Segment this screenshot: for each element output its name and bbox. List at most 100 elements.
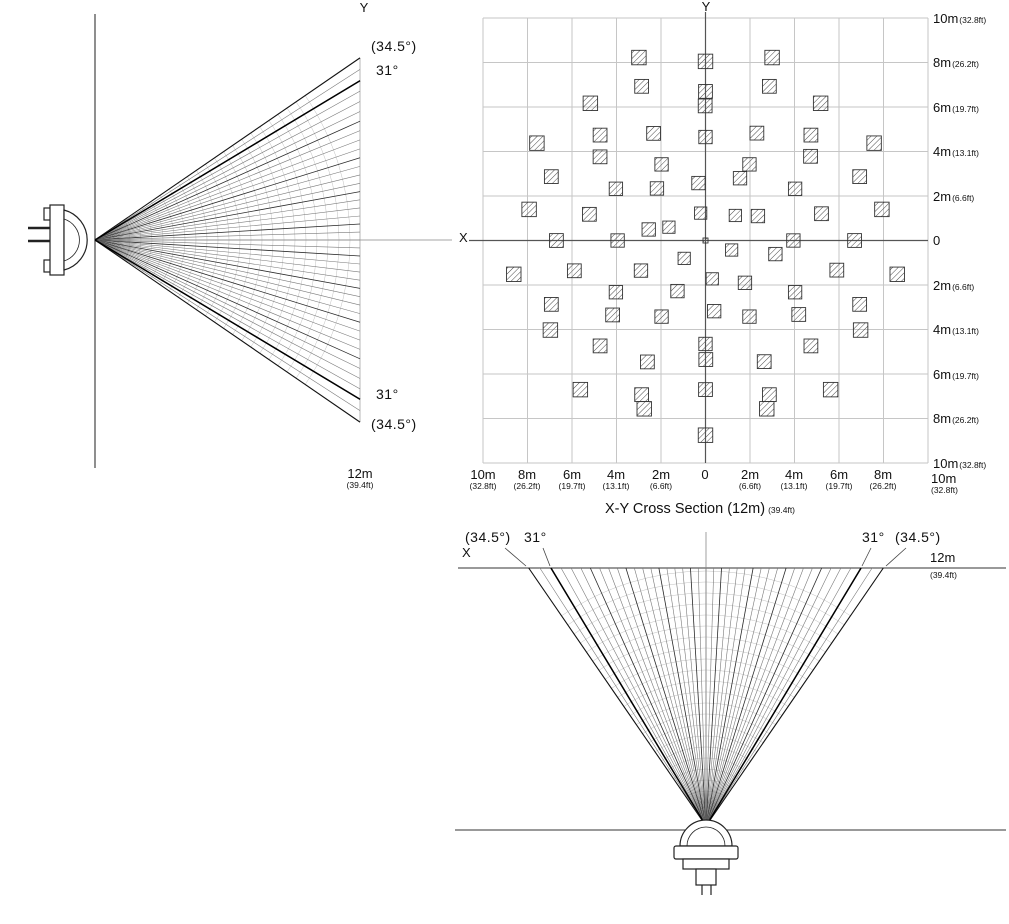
detection-zone xyxy=(803,127,819,143)
grid-right-tick: 8m (26.2ft) xyxy=(933,55,979,70)
detection-zone xyxy=(698,129,713,145)
detection-zone xyxy=(791,307,807,322)
beam-line xyxy=(697,567,707,827)
beam-line xyxy=(94,57,361,241)
beam-line xyxy=(539,567,707,827)
detection-zone xyxy=(697,53,714,70)
tick-m: 6m xyxy=(829,467,849,482)
beam-line xyxy=(705,567,722,827)
detection-zone xyxy=(698,352,714,367)
beam-line xyxy=(94,239,361,265)
detection-zone xyxy=(649,181,665,196)
grid-right-tick: 10m (32.8ft) xyxy=(933,11,986,26)
grid-right-tick: 6m (19.7ft) xyxy=(933,100,979,115)
sensor-connector xyxy=(695,868,717,886)
sensor-dome-line xyxy=(686,826,726,847)
tick-m: 0 xyxy=(933,233,941,248)
detection-zone xyxy=(677,251,691,265)
beam-line xyxy=(599,567,707,827)
beam-line xyxy=(705,567,746,827)
tick-m: 10m xyxy=(933,11,959,26)
beam-line xyxy=(658,567,707,827)
beam-line xyxy=(690,567,707,827)
tick-m: 4m xyxy=(933,322,952,337)
grid-bottom-tick: 4m (13.1ft) xyxy=(781,468,808,491)
detection-zone xyxy=(852,322,869,338)
tick-m: 8m xyxy=(933,55,952,70)
angle-leader xyxy=(504,547,527,567)
detection-zone xyxy=(608,285,624,300)
beam-line xyxy=(94,130,361,241)
tick-ft: (32.8ft) xyxy=(959,15,987,25)
beam-line xyxy=(94,90,361,241)
detection-zone xyxy=(582,206,597,222)
beam-line xyxy=(94,239,361,249)
beam-line xyxy=(94,239,361,390)
grid-corner-tick: 10m (32.8ft) xyxy=(931,472,958,495)
grid-bottom-tick: 8m (26.2ft) xyxy=(870,468,897,491)
tick-m: 8m xyxy=(873,467,893,482)
beam-line xyxy=(94,191,361,241)
detection-zone xyxy=(640,354,655,370)
detection-zone xyxy=(631,49,647,66)
beam-lines xyxy=(94,57,361,423)
beam-line xyxy=(94,239,361,323)
beam-line xyxy=(94,111,361,241)
detection-zone xyxy=(633,263,649,278)
detection-zone xyxy=(732,171,748,186)
beam-line xyxy=(705,567,738,827)
tick-ft: (13.1ft) xyxy=(602,480,630,491)
beam-line xyxy=(705,567,787,827)
beam-line xyxy=(705,567,778,827)
tick-m: 4m xyxy=(933,144,952,159)
beam-line xyxy=(94,239,361,369)
beam-31deg xyxy=(94,239,361,400)
cross-section-title: X-Y Cross Section (12m) (39.4ft) xyxy=(460,501,940,517)
detection-zone xyxy=(874,201,890,218)
tick-m: 8m xyxy=(517,467,537,482)
detection-zone xyxy=(787,181,803,196)
beam-line xyxy=(560,567,707,827)
detection-zone xyxy=(654,157,669,172)
grid-bottom-tick: 0 xyxy=(701,468,708,482)
detection-zone xyxy=(698,336,713,352)
beam-line xyxy=(705,567,842,827)
detection-zone xyxy=(592,127,608,143)
beam-31deg xyxy=(550,567,707,827)
title-text: X-Y Cross Section (12m) xyxy=(604,501,766,517)
beam-line xyxy=(94,223,361,241)
detection-zone xyxy=(768,246,783,262)
beam-line xyxy=(94,239,361,297)
sensor-base xyxy=(682,858,730,870)
detection-zone xyxy=(707,304,722,319)
detection-zone xyxy=(750,208,766,224)
beam-line xyxy=(705,567,813,827)
detection-zone xyxy=(787,285,803,300)
top-view-beam-diagram xyxy=(455,532,1006,831)
side-y-axis-label: Y xyxy=(359,0,369,15)
grid-right-tick: 0 xyxy=(933,233,941,248)
detection-zone xyxy=(847,233,862,248)
tick-m: 6m xyxy=(933,100,952,115)
detection-zone xyxy=(803,148,818,164)
top-angle-outer-right: (34.5°) xyxy=(895,529,941,545)
tick-ft: (26.2ft) xyxy=(869,480,897,491)
tick-ft: (6.6ft) xyxy=(738,480,762,491)
top-angle-inner-left: 31° xyxy=(524,529,547,545)
angle-leader xyxy=(861,547,872,567)
beam-line xyxy=(666,567,707,827)
beam-line xyxy=(625,567,707,827)
beam-line xyxy=(705,567,823,827)
grid-bottom-tick: 8m (26.2ft) xyxy=(514,468,541,491)
detection-zones xyxy=(506,49,905,443)
detection-zone xyxy=(852,169,868,184)
beam-line xyxy=(94,239,361,257)
tick-ft: (19.7ft) xyxy=(952,371,979,381)
tick-m: 4m xyxy=(606,467,626,482)
beam-line xyxy=(94,174,361,241)
detection-zone xyxy=(829,262,845,278)
tick-ft: (32.8ft) xyxy=(469,480,497,491)
sensor-plate xyxy=(49,204,65,276)
